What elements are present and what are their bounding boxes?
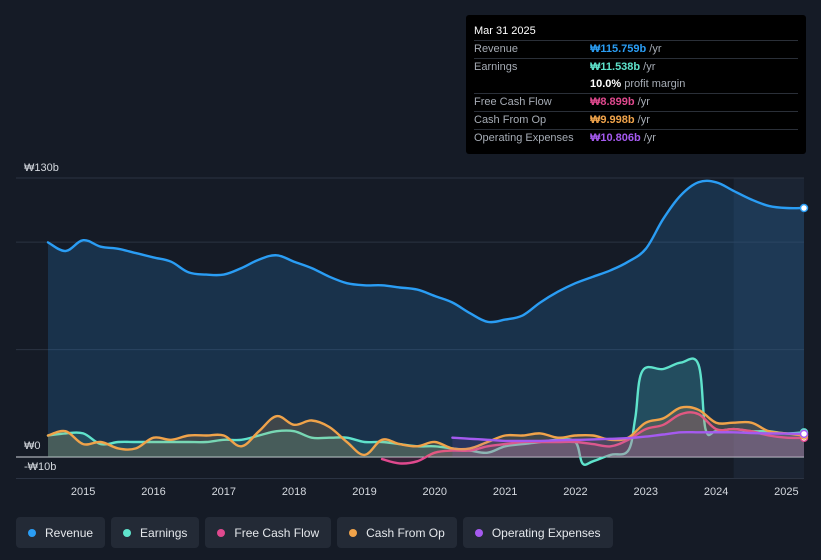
tooltip-value: ₩8.899b [590,96,635,108]
x-tick-label: 2024 [704,486,728,498]
legend-dot-icon [217,528,226,537]
tooltip-row-margin: 10.0% profit margin [474,76,798,93]
legend-item-free-cash-flow[interactable]: Free Cash Flow [205,517,332,548]
tooltip-label: Operating Expenses [474,132,574,144]
legend-dot-icon [474,528,483,537]
series-area-earnings [48,358,804,465]
tooltip-value: ₩9.998b [590,114,635,126]
x-tick-label: 2016 [141,486,165,498]
legend-label: Earnings [140,525,188,540]
x-tick-label: 2023 [634,486,658,498]
series-end-marker-revenue [799,203,809,213]
tooltip: Mar 31 2025 Revenue ₩115.759b /yr Earnin… [466,15,806,154]
y-label-top: ₩130b [24,162,59,174]
tooltip-unit: /yr [649,43,662,55]
tooltip-value: 10.0% [590,78,622,90]
series-line-revenue [46,179,806,324]
y-label-bottom: -₩10b [24,461,56,473]
x-tick-label: 2022 [563,486,587,498]
x-tick-label: 2025 [774,486,798,498]
tooltip-row-cfo: Cash From Op ₩9.998b /yr [474,111,798,129]
legend-item-cash-from-op[interactable]: Cash From Op [337,517,457,548]
tooltip-date: Mar 31 2025 [474,25,536,37]
tooltip-row-earnings: Earnings ₩11.538b /yr [474,58,798,76]
legend-label: Free Cash Flow [234,525,320,540]
series-area-free-cash-flow [382,412,804,464]
legend-dot-icon [28,528,36,537]
series-area-cash-from-op [48,406,804,457]
tooltip-row-opex: Operating Expenses ₩10.806b /yr [474,129,798,147]
x-tick-label: 2015 [71,486,95,498]
tooltip-row-fcf: Free Cash Flow ₩8.899b /yr [474,93,798,111]
tooltip-value: ₩11.538b [590,61,641,73]
series-area-revenue [48,180,804,457]
tooltip-unit: /yr [637,96,650,108]
legend-label: Cash From Op [366,525,445,540]
legend-label: Revenue [45,525,94,540]
x-tick-label: 2019 [352,486,376,498]
tooltip-unit: /yr [643,132,656,144]
tooltip-value: ₩115.759b [590,43,647,55]
tooltip-unit: /yr [643,61,656,73]
series-line-operating-expenses [451,430,806,443]
series-end-marker-operating-expenses [799,429,809,439]
tooltip-unit: profit margin [624,78,686,90]
series-line-cash-from-op [46,405,806,457]
legend-item-earnings[interactable]: Earnings [111,517,200,548]
series-area-operating-expenses [452,432,804,457]
tooltip-label: Free Cash Flow [474,96,552,108]
x-tick-label: 2018 [282,486,306,498]
tooltip-unit: /yr [637,114,650,126]
tooltip-row-revenue: Revenue ₩115.759b /yr [474,40,798,58]
x-tick-label: 2020 [423,486,447,498]
series-line-free-cash-flow [380,411,806,465]
x-tick-label: 2021 [493,486,517,498]
legend-dot-icon [123,528,132,537]
tooltip-label [474,76,590,93]
legend-dot-icon [349,528,358,537]
tooltip-value: ₩10.806b [590,132,641,144]
legend-item-operating-expenses[interactable]: Operating Expenses [462,517,613,548]
legend: Revenue Earnings Free Cash Flow Cash Fro… [16,517,613,548]
legend-label: Operating Expenses [491,525,601,540]
tooltip-label: Earnings [474,61,518,73]
highlight-region [733,178,804,479]
x-tick-label: 2017 [212,486,236,498]
legend-item-revenue[interactable]: Revenue [16,517,106,548]
tooltip-label: Revenue [474,43,519,55]
tooltip-label: Cash From Op [474,114,547,126]
y-label-zero: ₩0 [24,440,41,452]
